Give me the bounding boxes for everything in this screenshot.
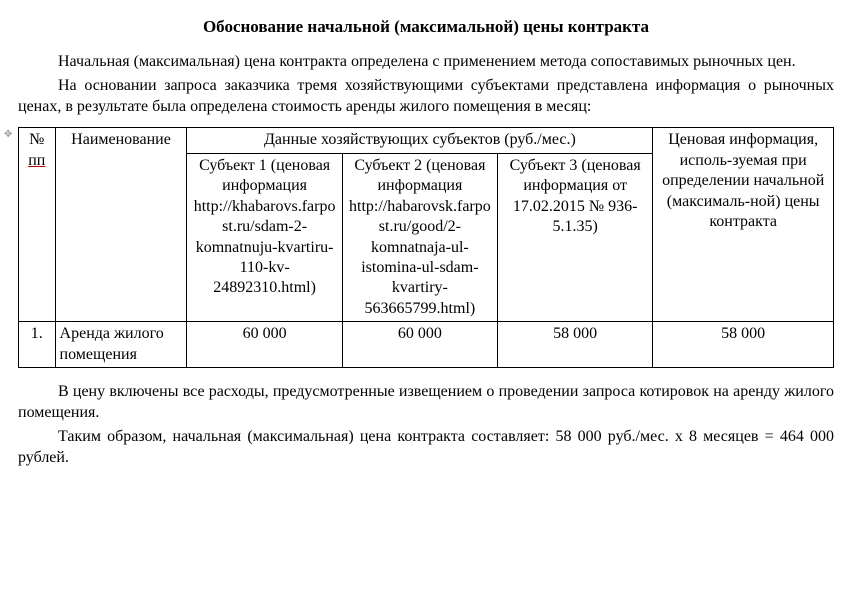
price-table-container: ✥ № пп Наименование Данные хозяйствующих… [18, 127, 834, 368]
col-header-price-info: Ценовая информация, исполь-зуемая при оп… [653, 128, 834, 322]
col-header-subjects: Данные хозяйствующих субъектов (руб./мес… [187, 128, 653, 153]
paragraph-4: Таким образом, начальная (максимальная) … [18, 427, 834, 468]
num-label: № [29, 131, 44, 148]
paragraph-2: На основании запроса заказчика тремя хоз… [18, 76, 834, 117]
document-title: Обоснование начальной (максимальной) цен… [18, 16, 834, 38]
cell-subject-1: 60 000 [187, 322, 342, 368]
col-header-subject-1: Субъект 1 (ценовая информация http://kha… [187, 153, 342, 322]
price-table: № пп Наименование Данные хозяйствующих с… [18, 127, 834, 368]
document-page: Обоснование начальной (максимальной) цен… [0, 0, 852, 478]
cell-subject-2: 60 000 [342, 322, 497, 368]
cell-price: 58 000 [653, 322, 834, 368]
col-header-subject-2: Субъект 2 (ценовая информация http://hab… [342, 153, 497, 322]
col-header-subject-3: Субъект 3 (ценовая информация от 17.02.2… [498, 153, 653, 322]
num-sublabel: пп [28, 152, 45, 169]
table-anchor-icon: ✥ [4, 129, 12, 142]
table-row: 1. Аренда жилого помещения 60 000 60 000… [19, 322, 834, 368]
cell-subject-3: 58 000 [498, 322, 653, 368]
cell-num: 1. [19, 322, 56, 368]
cell-name: Аренда жилого помещения [55, 322, 187, 368]
col-header-number: № пп [19, 128, 56, 322]
table-header-row-1: № пп Наименование Данные хозяйствующих с… [19, 128, 834, 153]
paragraph-1: Начальная (максимальная) цена контракта … [18, 52, 834, 72]
col-header-name: Наименование [55, 128, 187, 322]
paragraph-3: В цену включены все расходы, предусмотре… [18, 382, 834, 423]
